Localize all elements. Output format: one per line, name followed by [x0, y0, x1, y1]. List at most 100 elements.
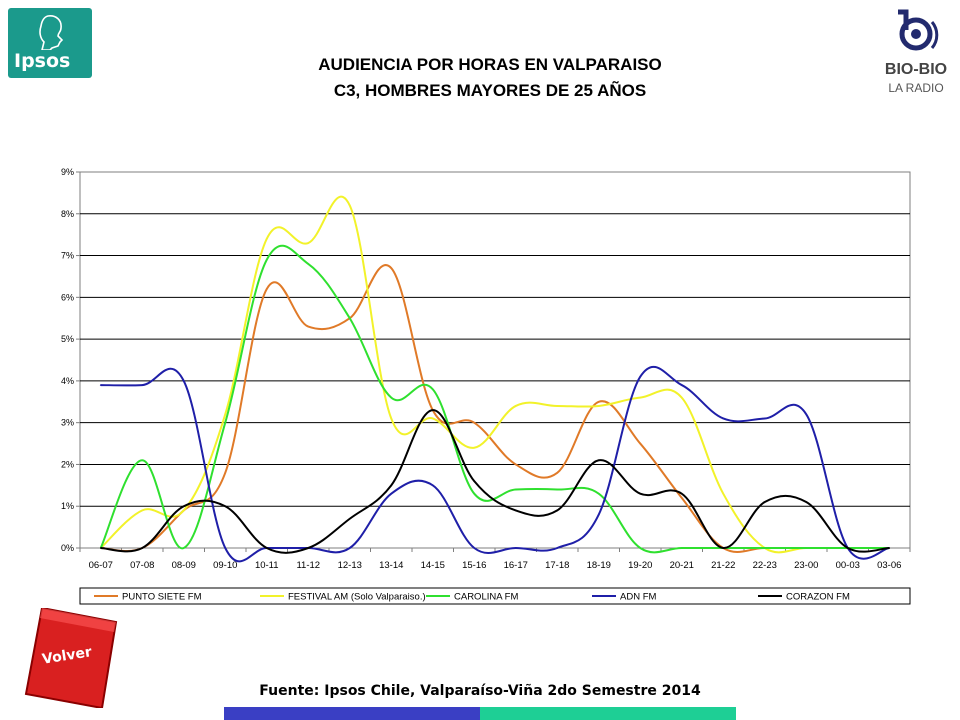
x-tick-label: 22-23: [753, 560, 777, 571]
profile-head-icon: [39, 15, 64, 50]
data-point-3-16: [763, 417, 766, 420]
data-point-3-6: [348, 547, 351, 549]
legend-box: [79, 587, 911, 605]
data-point-3-7: [390, 492, 393, 495]
footer-bar-right: [480, 707, 736, 720]
data-point-0-13: [639, 442, 642, 445]
data-point-2-12: [597, 492, 600, 495]
data-point-0-5: [307, 325, 310, 328]
data-point-3-10: [514, 547, 517, 549]
data-point-2-2: [182, 547, 185, 549]
line-chart: 0% 1% 2% 3% 4% 5% 6% 7% 8% 9% 06-07 07-08 08-09 09-1…: [61, 167, 911, 605]
data-point-3-11: [556, 547, 559, 549]
y-tick-label: 9%: [61, 167, 74, 177]
y-tick-label: 3%: [61, 418, 74, 428]
series-line-4: [100, 409, 890, 554]
x-tick-label: 13-14: [379, 560, 403, 571]
biobio-logo-subtext: LA RADIO: [888, 81, 943, 95]
x-tick-label: 11-12: [296, 560, 320, 571]
x-tick-label: 14-15: [421, 560, 445, 571]
y-tick-label: 4%: [61, 376, 74, 386]
biobio-logo: BIO-BIO LA RADIO: [885, 9, 947, 95]
footer-bar-left: [224, 707, 480, 720]
data-point-4-15: [722, 547, 725, 549]
data-point-0-7: [390, 267, 393, 269]
data-point-1-10: [514, 405, 517, 407]
data-point-4-9: [473, 480, 476, 482]
data-point-4-19: [888, 547, 891, 549]
data-point-2-13: [639, 547, 642, 549]
data-point-1-8: [431, 417, 434, 420]
data-point-1-14: [680, 396, 683, 399]
y-tick-label: 7%: [61, 251, 74, 261]
data-point-4-0: [99, 547, 102, 549]
data-point-4-7: [390, 484, 393, 487]
y-tick-label: 1%: [61, 501, 74, 511]
data-point-3-15: [722, 417, 725, 420]
data-point-0-10: [514, 463, 517, 466]
x-tick-label: 17-18: [545, 560, 569, 571]
data-point-2-7: [390, 396, 393, 399]
data-point-0-14: [680, 497, 683, 499]
data-point-1-2: [182, 509, 185, 512]
data-point-4-8: [431, 409, 434, 411]
data-point-2-11: [556, 488, 559, 491]
y-tick-label: 2%: [61, 459, 74, 469]
data-point-2-1: [141, 459, 144, 462]
x-tick-label: 16-17: [504, 560, 528, 571]
data-point-0-12: [597, 400, 600, 403]
data-point-0-9: [473, 421, 476, 424]
data-point-4-10: [514, 509, 517, 512]
data-point-2-10: [514, 488, 517, 491]
data-point-4-1: [141, 547, 144, 549]
series-lines: [99, 195, 891, 563]
data-point-4-11: [556, 509, 559, 512]
legend-entry: CAROLINA FM: [454, 592, 518, 603]
radio-wave-icon: [898, 9, 939, 51]
chart-subtitle: C3, HOMBRES MAYORES DE 25 AÑOS: [333, 81, 647, 100]
data-point-4-17: [805, 501, 808, 503]
biobio-logo-text: BIO-BIO: [885, 61, 947, 78]
data-point-2-14: [680, 547, 683, 549]
data-point-1-15: [722, 492, 725, 495]
data-point-2-9: [473, 492, 476, 495]
x-tick-label: 10-11: [255, 560, 279, 571]
y-tick-label: 0%: [61, 543, 74, 553]
data-point-1-11: [556, 405, 559, 407]
y-tick-label: 5%: [61, 334, 74, 344]
x-tick-label: 20-21: [670, 560, 694, 571]
data-point-1-3: [224, 413, 227, 416]
data-point-4-6: [348, 517, 351, 520]
data-point-3-13: [639, 375, 642, 378]
data-point-3-2: [182, 380, 185, 382]
legend-entry: FESTIVAL AM (Solo Valparaiso.): [288, 592, 426, 603]
data-point-3-9: [473, 547, 476, 549]
gridlines: [80, 213, 910, 507]
data-point-4-5: [307, 547, 310, 549]
volver-button[interactable]: [24, 608, 120, 708]
data-point-2-8: [431, 388, 434, 391]
x-tick-label: 03-06: [877, 560, 901, 571]
plot-area: [79, 171, 911, 549]
data-point-0-11: [556, 472, 559, 474]
legend-entry: ADN FM: [620, 592, 657, 603]
data-point-1-9: [473, 446, 476, 449]
x-tick-label: 07-08: [130, 560, 154, 571]
data-point-1-4: [265, 238, 268, 240]
y-axis-ticks: 0% 1% 2% 3% 4% 5% 6% 7% 8% 9%: [61, 167, 80, 553]
data-point-4-13: [639, 492, 642, 495]
series-line-0: [100, 264, 890, 553]
data-point-1-13: [639, 396, 642, 399]
x-tick-label: 23-00: [794, 560, 818, 571]
data-point-2-6: [348, 317, 351, 320]
data-point-4-4: [265, 547, 268, 549]
x-tick-label: 09-10: [213, 560, 237, 571]
data-point-1-6: [348, 204, 351, 207]
data-point-3-8: [431, 484, 434, 487]
data-point-1-1: [141, 509, 144, 512]
data-point-3-17: [805, 413, 808, 416]
data-point-2-16: [763, 547, 766, 549]
ipsos-logo: Ipsos: [8, 8, 92, 78]
y-tick-label: 6%: [61, 292, 74, 302]
data-point-1-12: [597, 405, 600, 407]
